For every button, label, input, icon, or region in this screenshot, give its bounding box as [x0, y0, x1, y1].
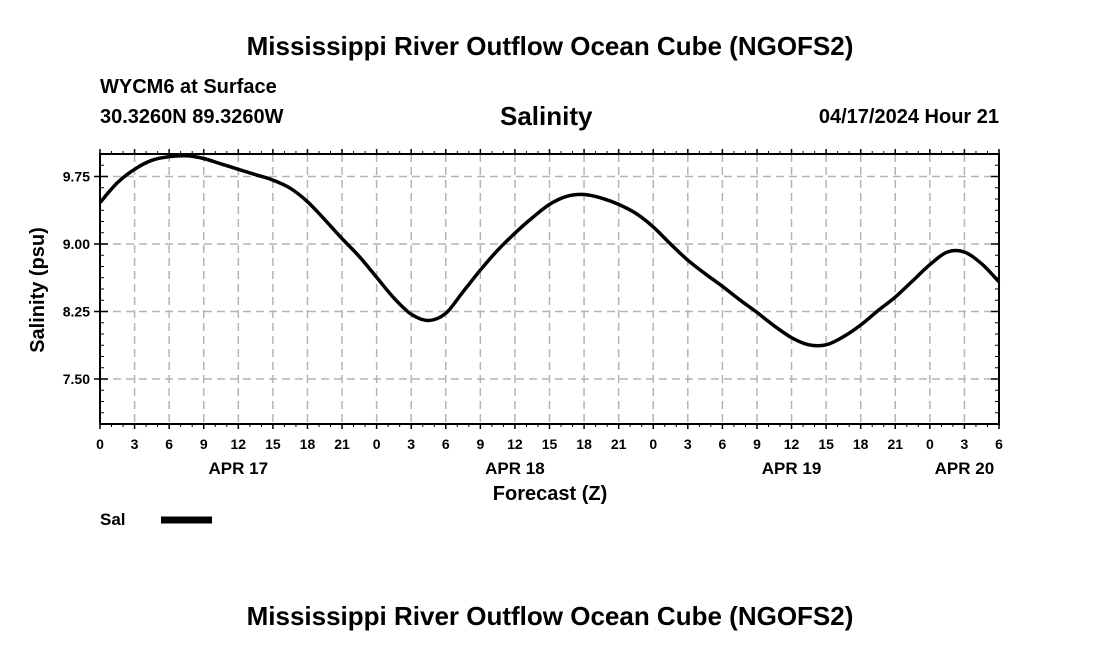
x-tick-label: 21 — [334, 436, 350, 452]
x-tick-label: 9 — [753, 436, 761, 452]
chart-variable-title: Salinity — [500, 101, 593, 131]
x-tick-label: 3 — [407, 436, 415, 452]
date-label: APR 19 — [762, 459, 822, 478]
y-tick-label: 8.25 — [63, 304, 90, 320]
date-label: APR 18 — [485, 459, 545, 478]
x-tick-label: 18 — [853, 436, 869, 452]
x-tick-label: 6 — [995, 436, 1003, 452]
plot-frame — [99, 153, 1000, 425]
x-tick-label: 12 — [784, 436, 800, 452]
x-tick-label: 3 — [684, 436, 692, 452]
x-tick-label: 0 — [373, 436, 381, 452]
x-tick-label: 21 — [611, 436, 627, 452]
x-tick-label: 6 — [718, 436, 726, 452]
main-title: Mississippi River Outflow Ocean Cube (NG… — [246, 31, 854, 61]
forecast-timestamp: 04/17/2024 Hour 21 — [818, 106, 999, 128]
x-tick-label: 15 — [542, 436, 558, 452]
x-tick-label: 9 — [476, 436, 484, 452]
legend-label: Sal — [100, 510, 126, 529]
label-layer: 7.50 8.25 9.00 9.75 0 3 6 9 12 15 18 21 0 3 6 9 12 15 18 21… — [63, 169, 1003, 479]
axis-layer — [94, 149, 1000, 429]
x-tick-label: 18 — [300, 436, 316, 452]
grid-layer — [100, 154, 999, 424]
x-tick-label: 6 — [165, 436, 173, 452]
x-tick-label: 18 — [576, 436, 592, 452]
x-tick-label: 6 — [442, 436, 450, 452]
x-tick-label: 0 — [649, 436, 657, 452]
x-tick-label: 21 — [887, 436, 903, 452]
y-tick-label: 9.00 — [63, 236, 90, 252]
x-tick-label: 9 — [200, 436, 208, 452]
x-tick-label: 12 — [231, 436, 247, 452]
footer-title: Mississippi River Outflow Ocean Cube (NG… — [246, 601, 854, 631]
y-tick-label: 7.50 — [63, 371, 90, 387]
station-coordinates: 30.3260N 89.3260W — [100, 106, 284, 128]
series-layer — [98, 153, 1001, 348]
x-tick-label: 0 — [96, 436, 104, 452]
y-tick-label: 9.75 — [63, 169, 90, 185]
date-label: APR 17 — [209, 459, 269, 478]
x-tick-label: 3 — [131, 436, 139, 452]
series-line-sal — [98, 153, 1001, 348]
y-axis-title: Salinity (psu) — [27, 227, 49, 353]
x-axis-title: Forecast (Z) — [493, 483, 607, 505]
x-tick-label: 0 — [926, 436, 934, 452]
x-tick-label: 15 — [818, 436, 834, 452]
x-tick-label: 15 — [265, 436, 281, 452]
date-label: APR 20 — [935, 459, 995, 478]
x-tick-label: 12 — [507, 436, 523, 452]
station-label: WYCM6 at Surface — [100, 76, 277, 98]
x-tick-label: 3 — [961, 436, 969, 452]
